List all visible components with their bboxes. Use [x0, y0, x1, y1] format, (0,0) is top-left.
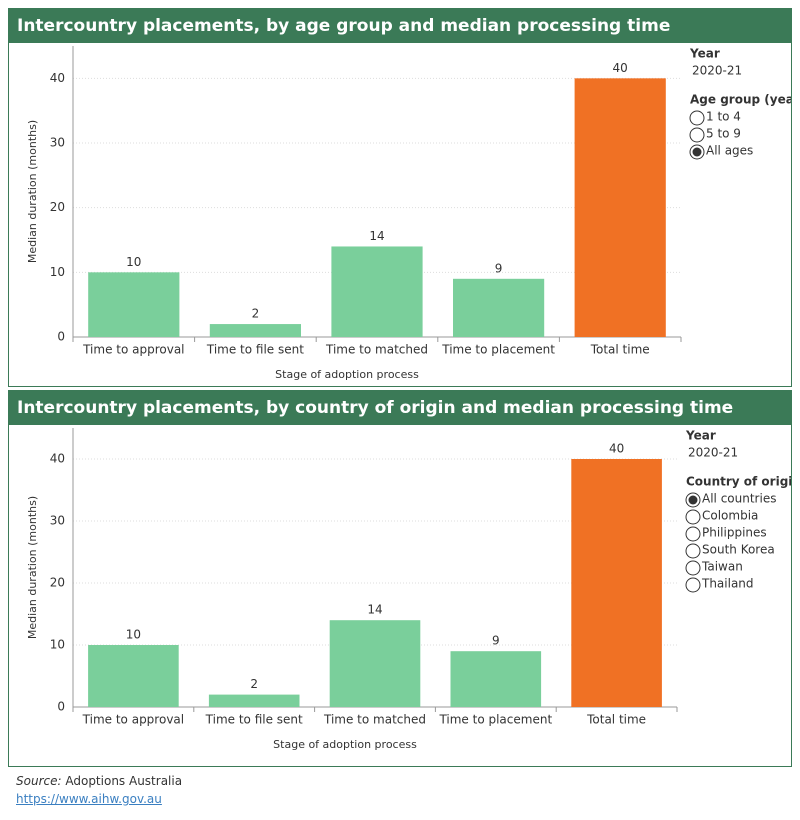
value-label: 9	[492, 634, 500, 648]
radio-label[interactable]: 1 to 4	[706, 110, 741, 124]
y-tick-label: 20	[50, 200, 65, 214]
chart: 0 10 20 30 40 Median duration (months) Time to…	[26, 428, 800, 751]
y-tick-label: 10	[50, 638, 65, 652]
x-axis-title: Stage of adoption process	[273, 738, 417, 751]
value-label: 10	[126, 628, 141, 642]
radio-button[interactable]	[689, 110, 705, 126]
bar	[209, 324, 301, 337]
radio-label[interactable]: Taiwan	[701, 560, 743, 574]
radio-label[interactable]: Philippines	[702, 526, 767, 540]
bar	[574, 78, 666, 338]
bar	[571, 459, 662, 707]
radio-button[interactable]	[685, 509, 701, 525]
x-tick-label: Time to matched	[325, 343, 428, 357]
x-tick-label: Total time	[590, 343, 650, 357]
chart-title: Intercountry placements, by country of o…	[9, 391, 791, 425]
radio-dot	[688, 495, 698, 505]
bar	[331, 246, 423, 337]
value-label: 14	[369, 229, 384, 243]
chart-panel: Intercountry placements, by country of o…	[8, 390, 800, 767]
x-tick-label: Time to matched	[323, 713, 426, 727]
value-label: 2	[250, 677, 258, 691]
source: Source: Adoptions Australia	[16, 774, 182, 788]
filter-title: Age group (years)	[690, 93, 791, 107]
source-text: Adoptions Australia	[65, 774, 183, 788]
chart-panel: Intercountry placements, by age group an…	[8, 8, 800, 387]
filter-value: 2020-21	[688, 446, 738, 460]
value-label: 40	[613, 61, 628, 75]
bar	[453, 278, 545, 337]
radio-label[interactable]: Colombia	[702, 509, 758, 523]
filter-title: Country of origin	[686, 475, 791, 489]
y-tick-label: 30	[50, 136, 65, 150]
x-tick-label: Total time	[586, 713, 646, 727]
y-axis-title: Median duration (months)	[26, 496, 39, 639]
radio-button[interactable]	[689, 127, 705, 143]
radio-button[interactable]	[685, 560, 701, 576]
bar	[329, 620, 421, 707]
radio-button[interactable]	[685, 577, 701, 593]
y-tick-label: 40	[50, 71, 65, 85]
source-link[interactable]: https://www.aihw.gov.au	[16, 792, 162, 806]
radio-label[interactable]: All ages	[706, 144, 753, 158]
radio-button[interactable]	[685, 543, 701, 559]
source-link-row: https://www.aihw.gov.au	[16, 792, 162, 806]
y-tick-label: 30	[50, 514, 65, 528]
bar	[208, 694, 300, 707]
value-label: 10	[126, 255, 141, 269]
radio-label[interactable]: South Korea	[702, 543, 775, 557]
value-label: 9	[495, 261, 503, 275]
value-label: 14	[367, 603, 382, 617]
x-tick-label: Time to placement	[438, 713, 552, 727]
y-tick-label: 10	[50, 265, 65, 279]
value-label: 40	[609, 442, 624, 456]
radio-dot	[692, 147, 702, 157]
y-tick-label: 40	[50, 452, 65, 466]
radio-label[interactable]: Thailand	[701, 577, 754, 591]
source-label: Source:	[16, 774, 62, 788]
bar	[88, 645, 179, 707]
radio-label[interactable]: All countries	[702, 492, 776, 506]
x-tick-label: Time to approval	[82, 713, 184, 727]
value-label: 2	[252, 307, 260, 321]
bar	[88, 272, 180, 337]
filter-value: 2020-21	[692, 64, 742, 78]
chart-title: Intercountry placements, by age group an…	[9, 9, 791, 43]
bar	[450, 651, 542, 707]
x-tick-label: Time to approval	[82, 343, 184, 357]
y-tick-label: 20	[50, 576, 65, 590]
filter-title: Year	[685, 429, 716, 443]
x-tick-label: Time to file sent	[205, 713, 303, 727]
x-tick-label: Time to file sent	[206, 343, 304, 357]
x-axis-title: Stage of adoption process	[275, 368, 419, 381]
radio-label[interactable]: 5 to 9	[706, 127, 741, 141]
y-tick-label: 0	[57, 700, 65, 714]
y-tick-label: 0	[57, 330, 65, 344]
filter-title: Year	[689, 47, 720, 61]
y-axis-title: Median duration (months)	[26, 120, 39, 263]
chart: 0 10 20 30 40 Median duration (months) Time to…	[26, 46, 800, 381]
radio-button[interactable]	[685, 526, 701, 542]
x-tick-label: Time to placement	[441, 343, 555, 357]
